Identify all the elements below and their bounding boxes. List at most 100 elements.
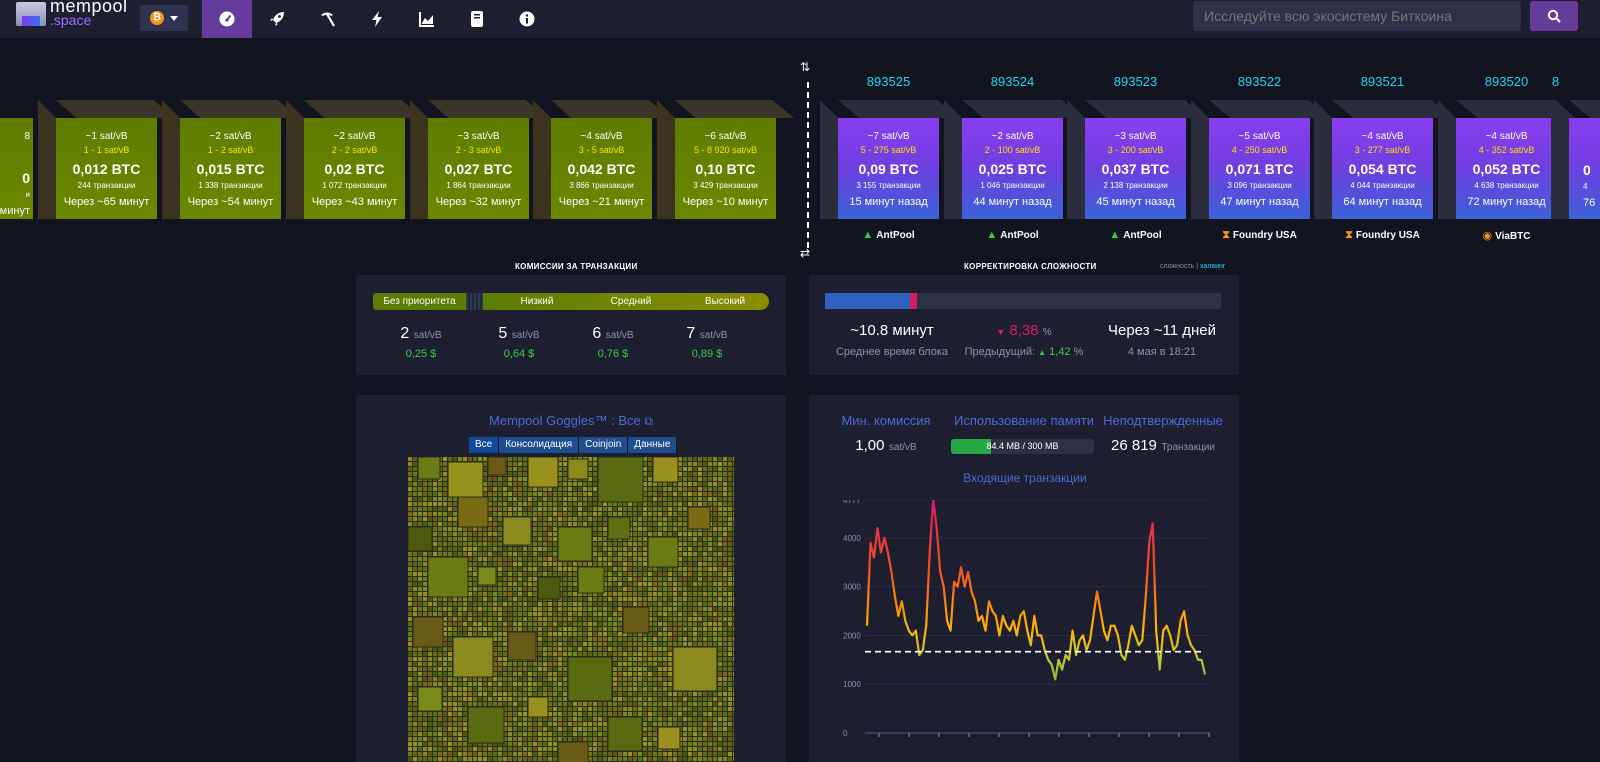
mining-pool-link[interactable]: ▲ AntPool bbox=[838, 229, 939, 241]
nav-dashboard[interactable] bbox=[202, 0, 252, 38]
fee-label-medium: Средний bbox=[610, 296, 652, 307]
mempool-block[interactable]: ~4 sat/vB 3 - 5 sat/vB 0,042 BTC 3 866 тран… bbox=[533, 100, 670, 219]
goggles-tx-cell bbox=[553, 657, 557, 661]
goggles-tx-cell bbox=[583, 592, 587, 596]
mined-block[interactable]: ~5 sat/vB 4 - 250 sat/vB 0,071 BTC 3 096 тр… bbox=[1191, 100, 1328, 219]
goggles-tx-cell bbox=[543, 747, 547, 751]
goggles-tx-cell bbox=[638, 532, 642, 536]
mempool-block[interactable]: ~2 sat/vB 2 - 2 sat/vB 0,02 BTC 1 072 транз… bbox=[286, 100, 423, 219]
tab-data[interactable]: Данные bbox=[628, 437, 678, 453]
goggles-tx-cell bbox=[683, 572, 687, 576]
mined-block-partial[interactable]: 0 4 76 bbox=[1551, 100, 1600, 219]
goggles-tx-cell bbox=[573, 717, 577, 721]
search-input[interactable] bbox=[1193, 1, 1521, 31]
nav-mining[interactable] bbox=[302, 0, 352, 38]
goggles-tx-cell bbox=[643, 637, 647, 641]
block-tx: 1 864 транзакции bbox=[446, 181, 511, 190]
block-height[interactable]: 893523 bbox=[1113, 74, 1158, 89]
goggles-tx-cell bbox=[528, 577, 532, 581]
goggles-tx-cell bbox=[698, 547, 702, 551]
goggles-tx-cell bbox=[518, 547, 522, 551]
mining-pool-link[interactable]: ⧗ Foundry USA bbox=[1209, 229, 1310, 242]
goggles-tx-cell bbox=[473, 557, 477, 561]
goggles-tx-cell bbox=[728, 727, 732, 731]
mining-pool-link[interactable]: ▲ AntPool bbox=[962, 229, 1063, 241]
mined-block[interactable]: ~7 sat/vB 5 - 275 sat/vB 0,09 BTC 3 155 тра… bbox=[820, 100, 957, 219]
goggles-tx-cell bbox=[603, 527, 607, 531]
nav-about[interactable] bbox=[502, 0, 552, 38]
goggles-tx-cell bbox=[483, 532, 487, 536]
goggles-tx-cell bbox=[593, 707, 597, 711]
goggles-tx-cell bbox=[603, 612, 607, 616]
block-height[interactable]: 8 bbox=[1552, 74, 1560, 89]
goggles-tx-cell bbox=[433, 542, 437, 546]
nav-lightning[interactable] bbox=[352, 0, 402, 38]
mined-block[interactable]: ~2 sat/vB 2 - 100 sat/vB 0,025 BTC 1 046 тр… bbox=[944, 100, 1081, 219]
network-selector-button[interactable]: ₿ bbox=[140, 5, 188, 31]
goggles-tx-cell bbox=[658, 657, 662, 661]
goggles-tx-cell bbox=[463, 702, 467, 706]
goggles-tx-cell bbox=[718, 477, 722, 481]
swap-horizontal-icon[interactable]: ⇄ bbox=[800, 246, 811, 260]
block-height[interactable]: 893524 bbox=[990, 74, 1035, 89]
tab-all[interactable]: Все bbox=[469, 437, 500, 453]
goggles-tx-cell bbox=[453, 707, 457, 711]
mined-block[interactable]: ~3 sat/vB 3 - 200 sat/vB 0,037 BTC 2 138 тр… bbox=[1067, 100, 1204, 219]
goggles-tx-cell bbox=[478, 752, 482, 756]
goggles-tx-cell bbox=[488, 552, 492, 556]
nav-docs[interactable] bbox=[452, 0, 502, 38]
difficulty-toggle[interactable]: сложность | халвинг bbox=[1160, 263, 1225, 270]
block-height[interactable]: 893522 bbox=[1237, 74, 1282, 89]
nav-accelerator[interactable] bbox=[252, 0, 302, 38]
goggles-tx-cell bbox=[593, 467, 597, 471]
goggles-tx-cell bbox=[413, 562, 417, 566]
mempool-block-partial[interactable]: 8 0 и минут bbox=[0, 100, 33, 219]
mining-pool-link[interactable]: ⧗ Foundry USA bbox=[1332, 229, 1433, 242]
goggles-tx-cell bbox=[598, 612, 602, 616]
goggles-tx-cell bbox=[528, 552, 532, 556]
mining-pool-link[interactable]: ◉ ViaBTC bbox=[1456, 229, 1557, 242]
block-height[interactable]: 893521 bbox=[1360, 74, 1405, 89]
goggles-title[interactable]: Mempool Goggles™ : Все ⧉ bbox=[356, 413, 786, 429]
goggles-tx-cell bbox=[463, 632, 467, 636]
goggles-tx-cell bbox=[563, 477, 567, 481]
goggles-tx-cell bbox=[438, 607, 442, 611]
goggles-tx-cell bbox=[608, 547, 612, 551]
mining-pool-link[interactable]: ▲ AntPool bbox=[1085, 229, 1186, 241]
mined-block[interactable]: ~4 sat/vB 3 - 277 sat/vB 0,054 BTC 4 044 тр… bbox=[1314, 100, 1451, 219]
goggles-tx-cell bbox=[478, 542, 482, 546]
mempool-block[interactable]: ~3 sat/vB 2 - 3 sat/vB 0,027 BTC 1 864 тран… bbox=[410, 100, 547, 219]
toggle-halving[interactable]: халвинг bbox=[1200, 263, 1226, 270]
nav-graphs[interactable] bbox=[402, 0, 452, 38]
goggles-tx-cell bbox=[718, 612, 722, 616]
goggles-tx-cell bbox=[728, 692, 732, 696]
goggles-tx-cell bbox=[463, 732, 467, 736]
goggles-tx-cell bbox=[663, 482, 667, 486]
mempool-logo[interactable]: mempool .space bbox=[14, 0, 127, 30]
goggles-tx-cell bbox=[658, 597, 662, 601]
block-height[interactable]: 893520 bbox=[1484, 74, 1529, 89]
mined-block[interactable]: ~4 sat/vB 4 - 352 sat/vB 0,052 BTC 4 638 тр… bbox=[1438, 100, 1575, 219]
goggles-tx-cell bbox=[488, 592, 492, 596]
tab-consolidation[interactable]: Консолидация bbox=[499, 437, 580, 453]
mempool-block[interactable]: ~6 sat/vB 5 - 8 920 sat/vB 0,10 BTC 3 429 т… bbox=[657, 100, 794, 219]
mempool-block[interactable]: ~2 sat/vB 1 - 2 sat/vB 0,015 BTC 1 338 тран… bbox=[162, 100, 299, 219]
mempool-goggles-visualization[interactable] bbox=[408, 457, 734, 762]
goggles-tx-cell bbox=[713, 497, 717, 501]
goggles-tx-cell bbox=[673, 757, 677, 761]
goggles-tx-cell bbox=[648, 572, 652, 576]
external-link-icon[interactable]: ⧉ bbox=[644, 414, 653, 428]
tab-coinjoin[interactable]: Coinjoin bbox=[579, 437, 629, 453]
swap-arrows-icon[interactable]: ⇅ bbox=[800, 60, 811, 74]
incoming-tx-chart[interactable]: 4777 4000 3000 2000 1000 0 bbox=[830, 496, 1230, 762]
goggles-tx-cell bbox=[448, 642, 452, 646]
goggles-tx-cell bbox=[673, 567, 677, 571]
toggle-difficulty[interactable]: сложность bbox=[1160, 263, 1195, 270]
goggles-tx-cell bbox=[563, 697, 567, 701]
goggles-tx-cell bbox=[448, 502, 452, 506]
mempool-block[interactable]: ~1 sat/vB 1 - 1 sat/vB 0,012 BTC 244 транза… bbox=[38, 100, 175, 219]
goggles-tx-cell bbox=[543, 727, 547, 731]
search-button[interactable] bbox=[1530, 1, 1578, 31]
goggles-tx-cell bbox=[718, 732, 722, 736]
block-height[interactable]: 893525 bbox=[866, 74, 911, 89]
